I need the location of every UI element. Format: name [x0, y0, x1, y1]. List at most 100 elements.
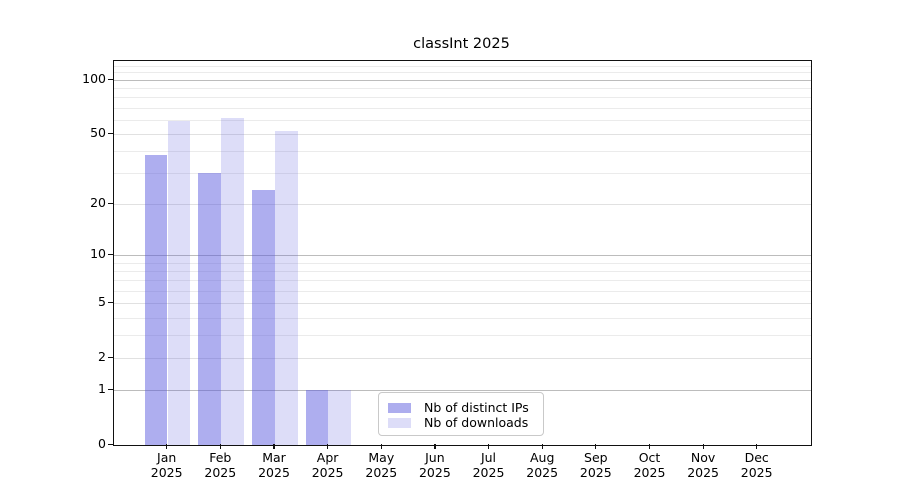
x-tick-month: Feb: [209, 450, 232, 465]
x-tick-mark: [648, 444, 651, 449]
y-tick-mark: [108, 302, 113, 304]
gridline-mid: [114, 204, 811, 206]
gridline-mid: [114, 133, 811, 135]
y-tick-mark: [108, 132, 113, 135]
x-tick-month: Jul: [480, 450, 497, 465]
x-tick-mark: [595, 444, 597, 449]
x-tick-month: May: [368, 450, 395, 465]
y-tick-label: 2: [98, 349, 106, 365]
x-tick-label: Jul 2025: [457, 450, 521, 480]
gridline-decade: [114, 79, 811, 81]
x-tick-year: 2025: [258, 465, 290, 480]
x-tick-month: Mar: [262, 450, 286, 465]
x-tick-month: Jan: [157, 450, 177, 465]
legend: Nb of distinct IPs Nb of downloads: [378, 392, 544, 436]
gridline-minor: [114, 335, 811, 337]
x-tick-mark: [219, 444, 221, 449]
x-tick-mark: [434, 444, 436, 449]
x-tick-label: Apr 2025: [296, 450, 360, 480]
gridline-minor: [114, 280, 811, 282]
x-tick-mark: [702, 444, 704, 449]
gridline-mid: [114, 303, 811, 305]
gridline-minor: [114, 88, 811, 89]
gridline-minor: [114, 291, 811, 292]
x-tick-label: Dec 2025: [725, 450, 789, 480]
x-tick-mark: [327, 444, 329, 449]
x-tick-mark: [380, 444, 382, 449]
gridline-minor: [114, 72, 811, 74]
gridline-minor: [114, 97, 811, 99]
y-tick-mark: [108, 78, 113, 80]
gridline-decade: [114, 390, 811, 392]
legend-label-downloads: Nb of downloads: [424, 415, 529, 430]
x-tick-mark: [541, 444, 543, 449]
bar-downloads-mar: [274, 130, 298, 445]
chart-title: classInt 2025: [413, 36, 510, 52]
bar-downloads-apr: [328, 390, 352, 445]
gridline-minor: [114, 271, 811, 273]
bar-distinct-ips-mar: [252, 190, 275, 445]
x-tick-month: Nov: [690, 450, 716, 465]
x-tick-month: Aug: [529, 450, 555, 465]
y-tick-label: 5: [98, 294, 106, 310]
x-tick-year: 2025: [740, 465, 773, 480]
x-tick-label: Jun 2025: [403, 450, 467, 480]
x-tick-year: 2025: [365, 465, 398, 480]
x-tick-mark: [756, 444, 758, 449]
y-tick-label: 1: [98, 381, 106, 397]
x-tick-label: Jan 2025: [135, 450, 199, 480]
x-tick-year: 2025: [526, 465, 559, 480]
gridline-minor: [114, 107, 811, 109]
bar-distinct-ips-jan: [144, 155, 168, 445]
legend-item-downloads: Nb of downloads: [388, 415, 543, 430]
x-tick-year: 2025: [204, 465, 237, 480]
x-tick-label: Aug 2025: [510, 450, 574, 480]
x-tick-year: 2025: [311, 465, 344, 480]
x-tick-label: Feb 2025: [188, 450, 252, 480]
y-tick-mark: [108, 357, 113, 359]
gridline-decade: [114, 255, 811, 257]
y-tick-label: 50: [90, 124, 106, 140]
y-tick-mark: [108, 389, 113, 391]
x-tick-year: 2025: [687, 465, 719, 480]
gridline-minor: [114, 262, 811, 264]
x-tick-mark: [273, 444, 275, 449]
x-tick-month: Sep: [584, 450, 608, 465]
legend-item-distinct-ips: Nb of distinct IPs: [388, 400, 543, 415]
y-tick-label: 10: [90, 246, 106, 262]
x-tick-year: 2025: [633, 465, 666, 480]
x-tick-label: Sep 2025: [564, 450, 628, 480]
x-tick-label: Nov 2025: [671, 450, 735, 480]
gridline-minor: [114, 119, 811, 121]
x-tick-mark: [487, 444, 490, 449]
x-tick-mark: [166, 444, 168, 449]
plot-area: [113, 60, 812, 446]
x-tick-month: Oct: [638, 450, 661, 465]
y-tick-label: 0: [98, 436, 106, 451]
bar-distinct-ips-feb: [198, 173, 222, 445]
x-tick-month: Apr: [316, 450, 339, 465]
legend-swatch-distinct-ips: [388, 402, 411, 413]
legend-label-distinct-ips: Nb of distinct IPs: [424, 400, 529, 415]
gridline-minor: [114, 65, 811, 67]
x-tick-label: Mar 2025: [242, 450, 306, 480]
legend-swatch-downloads: [388, 417, 411, 428]
y-tick-label: 100: [82, 70, 106, 86]
gridline-minor: [114, 317, 811, 319]
y-tick-label: 20: [90, 195, 106, 211]
x-tick-year: 2025: [472, 465, 505, 480]
x-tick-year: 2025: [579, 465, 612, 480]
gridline-minor: [114, 173, 811, 175]
y-tick-mark: [108, 444, 113, 446]
x-tick-month: Dec: [744, 450, 769, 465]
x-tick-year: 2025: [418, 465, 451, 480]
gridline-minor: [114, 151, 811, 153]
x-tick-month: Jun: [425, 450, 445, 465]
y-tick-mark: [108, 203, 113, 205]
bar-distinct-ips-apr: [305, 390, 329, 445]
y-tick-mark: [108, 254, 113, 256]
bar-downloads-jan: [167, 121, 191, 445]
x-tick-label: May 2025: [349, 450, 413, 480]
bar-downloads-feb: [221, 118, 244, 445]
